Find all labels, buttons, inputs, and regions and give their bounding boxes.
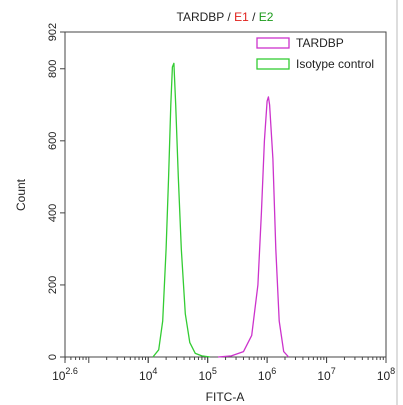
x-tick-base: 10 xyxy=(52,369,66,383)
series-line-tardbp xyxy=(218,96,290,358)
x-tick-label: 104 xyxy=(139,366,157,383)
x-tick-base: 10 xyxy=(198,369,212,383)
x-tick-label: 107 xyxy=(317,366,335,383)
x-tick-label: 105 xyxy=(198,366,216,383)
x-tick-exponent: 7 xyxy=(331,366,336,376)
series-lines xyxy=(152,62,290,358)
x-tick-label: 108 xyxy=(377,366,395,383)
y-tick-label: 400 xyxy=(47,204,59,222)
y-tick-label: 0 xyxy=(47,354,59,360)
x-tick-base: 10 xyxy=(139,369,153,383)
chart-title-part: E1 xyxy=(234,10,249,24)
chart-title: TARDBP / E1 / E2 xyxy=(177,10,274,24)
x-axis: 102.6 104 105 106 107 108 xyxy=(52,357,395,383)
y-tick-label: 200 xyxy=(47,276,59,294)
x-tick-exponent: 4 xyxy=(152,366,157,376)
legend: TARDBP Isotype control xyxy=(256,36,374,71)
legend-swatch xyxy=(256,37,290,49)
x-tick-base: 10 xyxy=(317,369,331,383)
chart-title-part: TARDBP xyxy=(177,10,225,24)
y-axis: 0 200 400 600 800 902 xyxy=(47,23,65,360)
x-tick-base: 10 xyxy=(377,369,391,383)
x-tick-label: 102.6 xyxy=(52,366,78,383)
chart-title-part: / xyxy=(224,10,234,24)
legend-label: Isotype control xyxy=(296,57,374,71)
y-tick-label: 902 xyxy=(47,23,59,41)
chart-title-part: E2 xyxy=(259,10,274,24)
y-tick-label: 800 xyxy=(47,60,59,78)
x-tick-label: 106 xyxy=(258,366,276,383)
x-tick-base: 10 xyxy=(258,369,272,383)
x-axis-label: FITC-A xyxy=(206,390,245,404)
series-line-isotype-control xyxy=(152,62,211,358)
y-tick-label: 600 xyxy=(47,132,59,150)
plot-area-frame xyxy=(64,31,387,358)
y-axis-label: Count xyxy=(14,178,28,211)
x-tick-exponent: 5 xyxy=(212,366,217,376)
chart-title-text: TARDBP / E1 / E2 xyxy=(177,10,274,24)
x-tick-exponent: 6 xyxy=(271,366,276,376)
chart-title-part: / xyxy=(249,10,259,24)
legend-swatch xyxy=(256,58,290,70)
x-tick-exponent: 8 xyxy=(390,366,395,376)
legend-label: TARDBP xyxy=(296,36,344,50)
x-tick-exponent: 2.6 xyxy=(65,366,78,376)
